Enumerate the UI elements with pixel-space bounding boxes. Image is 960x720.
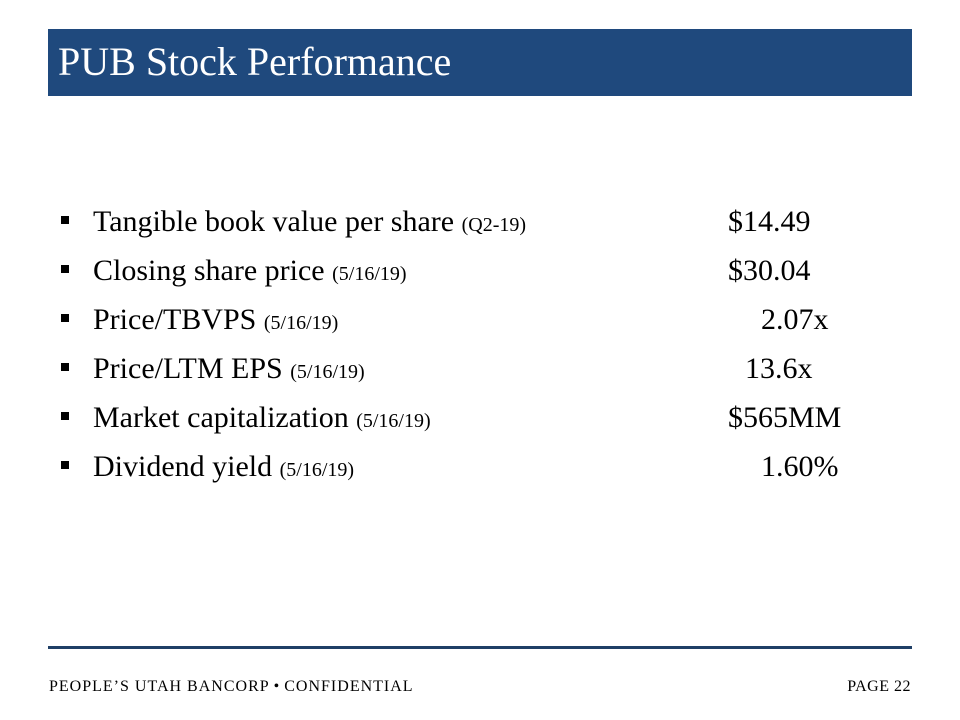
metric-value: 1.60% (761, 450, 839, 483)
footer-company: PEOPLE’S UTAH BANCORP • CONFIDENTIAL (49, 678, 414, 695)
metric-date-note: (5/16/19) (279, 459, 355, 481)
metric-label: Market capitalization (5/16/19) (93, 401, 431, 434)
square-bullet-icon (61, 363, 69, 371)
page-title: PUB Stock Performance (58, 39, 452, 84)
square-bullet-icon (61, 461, 69, 469)
metric-value: $565MM (728, 401, 842, 434)
metric-date-note: (Q2-19) (461, 214, 527, 236)
square-bullet-icon (61, 216, 69, 224)
list-item: Closing share price (5/16/19) $30.04 (0, 248, 960, 297)
list-item: Price/TBVPS (5/16/19) 2.07x (0, 297, 960, 346)
list-item: Dividend yield (5/16/19) 1.60% (0, 444, 960, 493)
list-item: Tangible book value per share (Q2-19) $1… (0, 199, 960, 248)
page-number: PAGE 22 (847, 678, 911, 695)
metric-value: 2.07x (761, 303, 829, 336)
metric-value: $30.04 (728, 254, 811, 287)
metric-label: Closing share price (5/16/19) (93, 254, 407, 287)
metric-date-note: (5/16/19) (263, 312, 339, 334)
metric-date-note: (5/16/19) (332, 263, 407, 285)
footer-bullet: • (273, 678, 281, 695)
metric-label: Price/TBVPS (5/16/19) (93, 303, 339, 336)
metric-date-note: (5/16/19) (356, 410, 431, 432)
list-item: Market capitalization (5/16/19) $565MM (0, 395, 960, 444)
metric-label: Price/LTM EPS (5/16/19) (93, 352, 365, 385)
metrics-list: Tangible book value per share (Q2-19) $1… (0, 199, 960, 493)
metric-value: $14.49 (728, 205, 811, 238)
square-bullet-icon (61, 412, 69, 420)
square-bullet-icon (61, 265, 69, 273)
square-bullet-icon (61, 314, 69, 322)
metric-label: Tangible book value per share (Q2-19) (93, 205, 527, 238)
metric-label: Dividend yield (5/16/19) (93, 450, 355, 483)
footer-divider (48, 646, 912, 649)
title-bar: PUB Stock Performance (48, 29, 912, 96)
metric-value: 13.6x (745, 352, 813, 385)
metric-date-note: (5/16/19) (290, 361, 365, 383)
list-item: Price/LTM EPS (5/16/19) 13.6x (0, 346, 960, 395)
